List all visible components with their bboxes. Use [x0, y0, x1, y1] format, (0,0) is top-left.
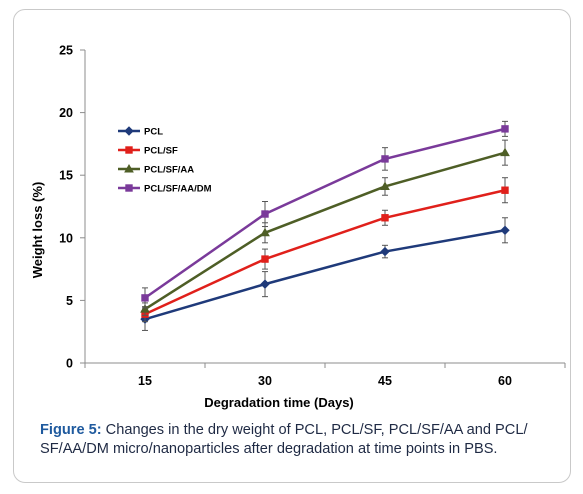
- y-axis-title: Weight loss (%): [30, 182, 45, 279]
- legend-label: PCL/SF/AA/DM: [144, 184, 212, 195]
- series-pcl: [140, 217, 510, 331]
- data-point: [501, 125, 509, 133]
- series-line: [144, 127, 506, 299]
- legend-label: PCL/SF: [144, 146, 178, 157]
- series-line: [144, 189, 506, 316]
- data-point: [261, 255, 269, 263]
- data-point: [501, 186, 509, 194]
- legend-label: PCL/SF/AA: [144, 165, 194, 176]
- x-tick-label: 60: [498, 374, 512, 388]
- x-tick-label: 30: [258, 374, 272, 388]
- chart-axes: 0 5 10 15 20 25 15 30 45 60: [59, 44, 566, 388]
- series-line: [144, 229, 506, 321]
- y-tick-label: 0: [66, 357, 73, 371]
- series-line: [144, 151, 506, 311]
- data-point: [380, 246, 390, 257]
- y-tick-label: 15: [59, 169, 73, 183]
- data-point: [381, 155, 389, 163]
- series-pcl-sf: [141, 177, 509, 323]
- chart-legend: PCL PCL/SF PCL/SF/AA PCL/SF/AA/DM: [118, 126, 212, 195]
- figure-label: Figure 5:: [40, 422, 102, 438]
- caption-text: Changes in the dry weight of PCL, PCL/SF…: [40, 422, 528, 457]
- data-point: [381, 214, 389, 222]
- data-point: [261, 210, 269, 218]
- data-point: [500, 225, 510, 235]
- chart-series-layer: [140, 120, 510, 331]
- data-point: [500, 147, 510, 157]
- data-point: [140, 304, 150, 313]
- y-tick-label: 25: [59, 44, 73, 58]
- data-point: [260, 227, 270, 237]
- data-point: [380, 181, 390, 190]
- legend-swatch-marker: [124, 126, 134, 136]
- figure-frame: [13, 9, 571, 483]
- series-pcl-sf-aa: [140, 139, 510, 316]
- legend-swatch-marker: [125, 146, 133, 154]
- y-tick-label: 10: [59, 231, 73, 245]
- series-pcl-sf-aa-dm: [141, 120, 509, 309]
- legend-swatch-marker: [125, 184, 133, 192]
- x-tick-label: 15: [138, 374, 152, 388]
- y-tick-label: 20: [59, 106, 73, 120]
- y-tick-label: 5: [66, 294, 73, 308]
- figure-caption: Figure 5: Changes in the dry weight of P…: [40, 421, 555, 459]
- legend-label: PCL: [144, 127, 163, 138]
- x-axis-title: Degradation time (Days): [204, 395, 354, 410]
- x-tick-label: 45: [378, 374, 392, 388]
- data-point: [141, 294, 149, 302]
- data-point: [260, 279, 270, 289]
- legend-swatch-marker: [124, 163, 134, 173]
